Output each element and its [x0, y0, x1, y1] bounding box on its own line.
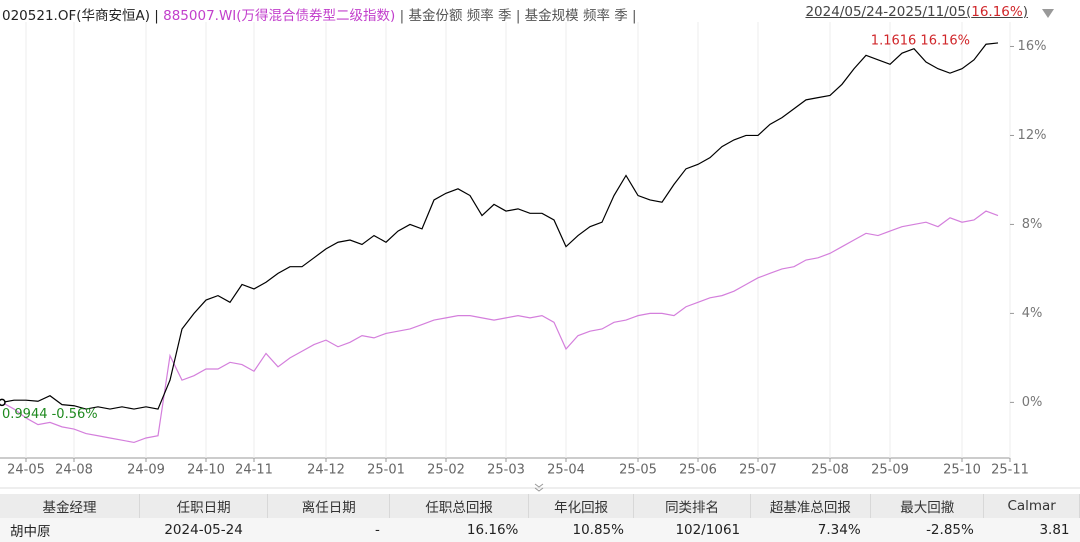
table-cell: 7.34%: [750, 518, 871, 542]
table-cell: 胡中原: [0, 518, 140, 542]
x-tick-label: 24-09: [127, 463, 165, 478]
x-tick-label: 25-05: [619, 463, 657, 478]
line-series: [1, 210, 999, 444]
table-cell: -: [267, 518, 390, 542]
column-header: 超基准总回报: [750, 494, 872, 518]
x-tick-label: 25-10: [943, 463, 981, 478]
x-tick-label: 25-11: [991, 463, 1029, 478]
table-cell: 102/1061: [633, 518, 751, 542]
column-header: 同类排名: [633, 494, 751, 518]
x-tick-label: 25-04: [547, 463, 585, 478]
column-header: 任职总回报: [389, 494, 529, 518]
table: 基金经理 任职日期 离任日期 任职总回报 年化回报 同类排名 超基准总回报 最大回撤 Calma…: [0, 494, 1080, 542]
header-left: 020521.OF(华商安恒A) | 885007.WI(万得混合债券型二级指数…: [2, 4, 637, 24]
y-tick-label: 12%: [1018, 128, 1047, 143]
end-annotation: 1.1616 16.16%: [871, 33, 970, 48]
x-tick-label: 24-10: [187, 463, 225, 478]
table-cell: 2024-05-24: [139, 518, 268, 542]
x-tick-label: 25-02: [427, 463, 465, 478]
y-tick-label: 0%: [1022, 395, 1043, 410]
start-dot: [0, 398, 6, 407]
x-tick-label: 25-03: [487, 463, 525, 478]
x-tick-label: 24-08: [55, 463, 93, 478]
header-row: 基金经理 任职日期 离任日期 任职总回报 年化回报 同类排名 超基准总回报 最大回撤 Calma…: [0, 494, 1080, 518]
fund-name[interactable]: 020521.OF(华商安恒A) |: [2, 8, 159, 24]
column-header: 年化回报: [528, 494, 635, 518]
x-tick-label: 24-05: [7, 463, 45, 478]
x-tick-label: 25-07: [739, 463, 777, 478]
range-text: 2024/05/24-2025/11/05(: [805, 4, 972, 20]
start-annotation: 0.9944 -0.56%: [2, 407, 98, 422]
chart: 24-05 24-08 24-09 24-10 24-11 24-12 25-01 25-02…: [0, 22, 1080, 492]
x-tick-label: 25-08: [811, 463, 849, 478]
x-tick-label: 24-12: [307, 463, 345, 478]
column-header: 基金经理: [0, 494, 141, 518]
table-cell: -2.85%: [870, 518, 984, 542]
y-tick-label: 4%: [1022, 306, 1043, 321]
x-tick-label: 25-06: [679, 463, 717, 478]
index-name[interactable]: 885007.WI(万得混合债券型二级指数): [163, 8, 396, 24]
x-tick-label: 25-09: [871, 463, 909, 478]
y-tick-label: 8%: [1022, 217, 1043, 232]
table-cell: 10.85%: [528, 518, 634, 542]
dropdown-icon[interactable]: [1040, 6, 1056, 20]
x-tick-label: 25-01: [367, 463, 405, 478]
y-tick-label: 16%: [1018, 39, 1047, 54]
column-header: Calmar: [983, 494, 1080, 518]
expand-icon[interactable]: [534, 483, 544, 492]
table-cell: 3.81: [983, 518, 1080, 542]
column-header: 任职日期: [139, 494, 269, 518]
table-row: 胡中原 2024-05-24-16.16% 10.85% 102/1061 7.34% -…: [0, 518, 1080, 542]
column-header: 最大回撤: [870, 494, 985, 518]
range-text: ): [1022, 4, 1028, 20]
line-series: [1, 42, 999, 410]
options[interactable]: | 基金份额 频率 季 | 基金规模 频率 季 |: [399, 8, 637, 24]
date-range[interactable]: 2024/05/24-2025/11/05(16.16%): [805, 4, 1028, 20]
table-cell: 16.16%: [389, 518, 529, 542]
column-header: 离任日期: [267, 494, 391, 518]
range-return: 16.16%: [971, 4, 1023, 20]
x-tick-label: 24-11: [235, 463, 273, 478]
